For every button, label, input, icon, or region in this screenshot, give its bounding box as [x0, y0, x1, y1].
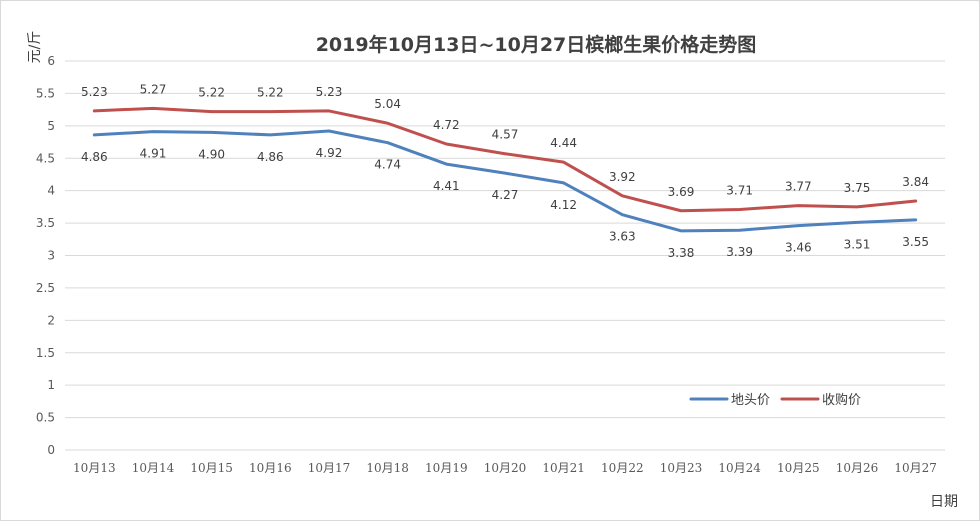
data-label: 3.75 [844, 181, 871, 195]
y-tick-label: 5 [47, 119, 55, 133]
data-label: 5.27 [140, 82, 167, 96]
x-tick-label: 10月17 [308, 461, 351, 475]
data-labels: 4.86 4.91 4.90 4.86 4.92 4.74 4.41 4.27 4.12 3.63… [81, 82, 929, 260]
y-axis-unit: 元/斤 [27, 31, 43, 64]
series-lines [92, 106, 918, 233]
y-tick-label: 6 [47, 54, 55, 68]
data-label: 4.92 [316, 146, 343, 160]
y-tick-label: 0 [47, 443, 55, 457]
data-label: 4.57 [492, 128, 519, 142]
y-axis-ticks: 0 0.5 1 1.5 2 2.5 3 3.5 4 4.5 5 5.5 6 [36, 54, 55, 457]
data-label: 3.39 [726, 245, 753, 259]
gridlines [65, 60, 945, 451]
data-label: 3.92 [609, 170, 636, 184]
data-label: 3.38 [668, 246, 695, 260]
x-tick-label: 10月16 [249, 461, 292, 475]
chart-title: 2019年10月13日~10月27日槟榔生果价格走势图 [316, 33, 757, 56]
x-tick-label: 10月23 [660, 461, 703, 475]
data-label: 4.27 [492, 188, 519, 202]
x-tick-label: 10月25 [777, 461, 820, 475]
x-tick-label: 10月27 [894, 461, 937, 475]
y-tick-label: 2 [47, 313, 55, 327]
x-tick-label: 10月14 [132, 461, 175, 475]
data-label: 3.77 [785, 180, 812, 194]
x-tick-label: 10月13 [73, 461, 116, 475]
x-tick-label: 10月15 [190, 461, 233, 475]
y-tick-label: 3 [47, 249, 55, 263]
data-label: 4.12 [550, 198, 577, 212]
data-label: 4.90 [198, 147, 225, 161]
data-label: 3.55 [902, 235, 929, 249]
data-label: 4.74 [374, 158, 401, 172]
data-label: 4.72 [433, 118, 460, 132]
x-axis-ticks: 10月13 10月14 10月15 10月16 10月17 10月18 10月19 10月20… [73, 461, 937, 475]
data-label: 5.23 [81, 85, 108, 99]
y-tick-label: 1.5 [36, 346, 55, 360]
data-label: 3.84 [902, 175, 929, 189]
y-tick-label: 1 [47, 378, 55, 392]
x-tick-label: 10月19 [425, 461, 468, 475]
legend-label: 收购价 [822, 392, 861, 408]
data-label: 5.22 [257, 86, 284, 100]
y-tick-label: 2.5 [36, 281, 55, 295]
data-label: 3.69 [668, 185, 695, 199]
y-tick-label: 4.5 [36, 151, 55, 165]
legend: 地头价 收购价 [689, 392, 861, 408]
y-tick-label: 4 [47, 184, 55, 198]
data-label: 5.04 [374, 97, 401, 111]
x-axis-label: 日期 [930, 494, 958, 510]
x-tick-label: 10月26 [836, 461, 879, 475]
x-tick-label: 10月22 [601, 461, 644, 475]
legend-label: 地头价 [731, 393, 770, 408]
y-tick-label: 3.5 [36, 216, 55, 230]
data-label: 3.63 [609, 230, 636, 244]
series-line-2 [92, 106, 918, 213]
x-tick-label: 10月20 [484, 461, 527, 475]
data-label: 5.22 [198, 86, 225, 100]
series-line-1 [92, 129, 918, 233]
data-label: 4.41 [433, 179, 460, 193]
data-label: 4.86 [81, 150, 108, 164]
data-label: 4.91 [140, 147, 167, 161]
x-tick-label: 10月18 [366, 461, 409, 475]
data-label: 3.46 [785, 241, 812, 255]
y-tick-label: 5.5 [36, 86, 55, 100]
data-label: 5.23 [316, 85, 343, 99]
data-label: 4.44 [550, 136, 577, 150]
data-label: 3.71 [726, 183, 753, 197]
y-tick-label: 0.5 [36, 411, 55, 425]
x-tick-label: 10月24 [718, 461, 761, 475]
data-label: 4.86 [257, 150, 284, 164]
data-label: 3.51 [844, 237, 871, 251]
x-tick-label: 10月21 [542, 461, 585, 475]
